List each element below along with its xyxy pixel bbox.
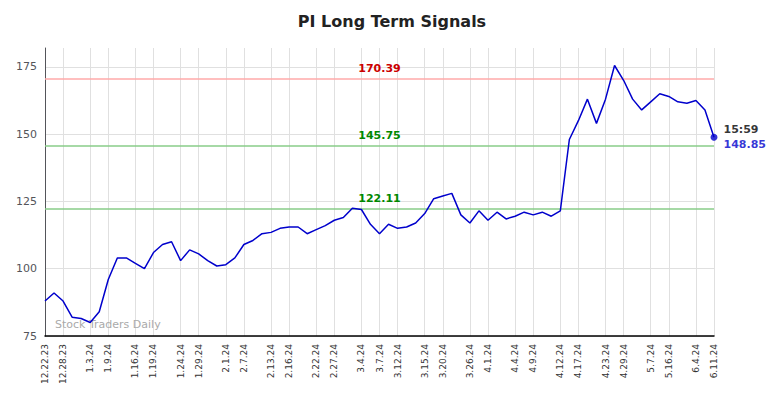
svg-text:1.29.24: 1.29.24 [194,344,204,379]
svg-text:2.1.24: 2.1.24 [221,344,231,373]
svg-text:4.29.24: 4.29.24 [619,344,629,379]
svg-text:1.24.24: 1.24.24 [176,344,186,379]
svg-text:4.4.24: 4.4.24 [510,344,520,373]
svg-text:125: 125 [16,195,37,208]
svg-text:2.13.24: 2.13.24 [266,344,276,379]
svg-text:4.9.24: 4.9.24 [528,344,538,373]
svg-text:2.22.24: 2.22.24 [311,344,321,379]
svg-text:6.11.24: 6.11.24 [709,344,719,379]
svg-text:6.4.24: 6.4.24 [691,344,701,373]
svg-text:170.39: 170.39 [358,62,400,75]
svg-text:100: 100 [16,262,37,275]
svg-text:Stock Traders Daily: Stock Traders Daily [55,318,161,331]
svg-text:2.7.24: 2.7.24 [239,344,249,373]
svg-text:2.16.24: 2.16.24 [284,344,294,379]
svg-text:5.7.24: 5.7.24 [646,344,656,373]
svg-text:122.11: 122.11 [358,192,400,205]
svg-text:75: 75 [23,330,37,343]
svg-text:PI Long Term Signals: PI Long Term Signals [298,12,486,31]
svg-text:5.16.24: 5.16.24 [664,344,674,379]
svg-text:148.85: 148.85 [724,138,766,151]
svg-text:3.26.24: 3.26.24 [465,344,475,379]
svg-text:3.20.24: 3.20.24 [438,344,448,379]
svg-text:4.1.24: 4.1.24 [483,344,493,373]
svg-text:175: 175 [16,60,37,73]
svg-text:3.7.24: 3.7.24 [375,344,385,373]
svg-text:12.22.23: 12.22.23 [40,344,50,384]
svg-text:1.3.24: 1.3.24 [85,344,95,373]
svg-text:4.17.24: 4.17.24 [573,344,583,379]
svg-text:15:59: 15:59 [724,123,759,136]
svg-text:4.23.24: 4.23.24 [601,344,611,379]
svg-text:3.15.24: 3.15.24 [420,344,430,379]
svg-text:12.28.23: 12.28.23 [58,344,68,384]
svg-text:1.16.24: 1.16.24 [130,344,140,379]
svg-text:1.19.24: 1.19.24 [148,344,158,379]
svg-text:150: 150 [16,128,37,141]
svg-text:1.9.24: 1.9.24 [103,344,113,373]
svg-text:3.4.24: 3.4.24 [356,344,366,373]
svg-text:3.12.24: 3.12.24 [393,344,403,379]
svg-text:2.27.24: 2.27.24 [329,344,339,379]
svg-text:4.12.24: 4.12.24 [555,344,565,379]
svg-text:145.75: 145.75 [358,129,400,142]
